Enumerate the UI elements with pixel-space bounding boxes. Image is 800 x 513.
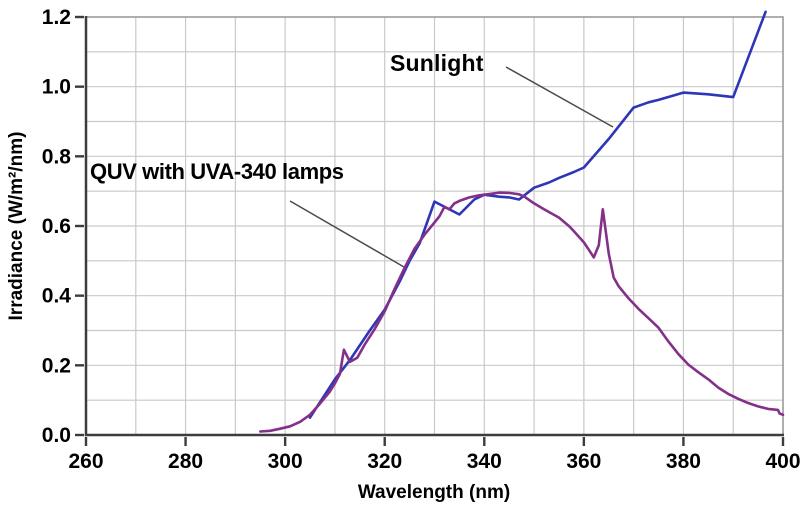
x-tick-label: 280 <box>168 450 203 473</box>
quv-series-label: QUV with UVA-340 lamps <box>90 159 344 184</box>
y-tick-label: 0.6 <box>42 215 71 238</box>
x-tick-label: 260 <box>68 450 103 473</box>
y-tick-label: 0.2 <box>42 354 71 377</box>
annotation-leader-lines <box>289 66 614 268</box>
x-tick-label: 320 <box>367 450 402 473</box>
axis-ticks <box>75 15 785 446</box>
x-axis-title: Wavelength (nm) <box>358 482 510 503</box>
data-series <box>258 10 785 433</box>
x-tick-label: 360 <box>566 450 601 473</box>
quv-leader-line <box>289 200 405 268</box>
sunlight-series-label: Sunlight <box>390 50 484 76</box>
sunlight-curve <box>308 10 767 419</box>
quv-uva340-curve <box>258 191 785 433</box>
x-tick-label: 380 <box>666 450 701 473</box>
x-tick-label: 340 <box>467 450 502 473</box>
y-tick-label: 0.8 <box>42 145 72 168</box>
y-tick-label: 0.4 <box>42 285 72 308</box>
x-tick-label: 400 <box>765 450 800 473</box>
x-tick-label: 300 <box>268 450 303 473</box>
y-tick-label: 1.0 <box>42 76 71 99</box>
gridlines <box>86 17 783 435</box>
sunlight-leader-line <box>505 66 614 128</box>
tick-labels: 260 280 300 320 340 360 380 400 0.0 0.2 0.4 0.6 0.8 1… <box>42 6 800 473</box>
y-tick-label: 1.2 <box>42 6 71 29</box>
y-axis-title: Irradiance (W/m²/nm) <box>6 132 27 321</box>
y-tick-label: 0.0 <box>42 424 71 447</box>
